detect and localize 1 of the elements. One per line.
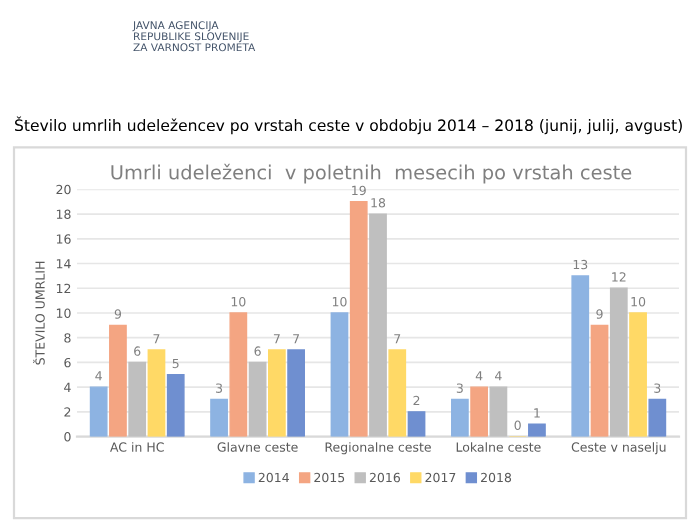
chart-subtitle: Umrli udeleženci v poletnih mesecih po vrstah ceste — [111, 163, 632, 184]
